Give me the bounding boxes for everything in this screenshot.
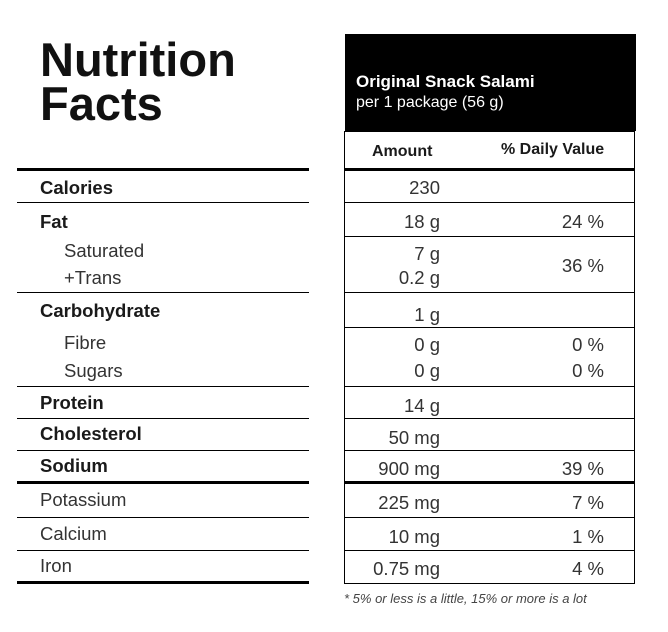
amount-trans: 0.2 g	[398, 267, 440, 288]
divider	[17, 517, 309, 518]
divider	[344, 481, 635, 484]
nutrient-label-trans: +Trans	[64, 267, 122, 288]
daily-value-iron: 4 %	[572, 558, 604, 579]
nutrient-label-sodium: Sodium	[40, 455, 108, 476]
amount-calcium: 10 mg	[388, 526, 440, 547]
amount-column-header: Amount	[372, 143, 433, 160]
nutrient-label-calcium: Calcium	[40, 523, 107, 544]
values-panel	[344, 131, 635, 584]
divider	[17, 292, 309, 293]
divider	[17, 481, 309, 484]
daily-value-column-header: % Daily Value	[501, 141, 605, 158]
product-header: Original Snack Salami per 1 package (56 …	[345, 34, 636, 131]
nutrient-label-fat: Fat	[40, 211, 68, 232]
nutrient-label-iron: Iron	[40, 555, 72, 576]
divider	[17, 202, 309, 203]
nutrient-label-carbohydrate: Carbohydrate	[40, 300, 161, 321]
product-name: Original Snack Salami	[356, 72, 535, 91]
divider	[344, 236, 635, 237]
amount-iron: 0.75 mg	[373, 558, 440, 579]
divider	[344, 168, 635, 171]
divider	[17, 450, 309, 451]
amount-potassium: 225 mg	[378, 492, 440, 513]
nutrient-label-sugars: Sugars	[64, 360, 123, 381]
daily-value-sodium: 39 %	[561, 458, 604, 479]
amount-saturated: 7 g	[414, 243, 440, 264]
title-line-2: Facts	[40, 77, 163, 130]
daily-value-calcium: 1 %	[572, 526, 604, 547]
nutrient-label-saturated: Saturated	[64, 240, 145, 261]
amount-fat: 18 g	[403, 211, 440, 232]
divider	[344, 517, 635, 518]
divider	[17, 168, 309, 171]
divider	[344, 327, 635, 328]
nutrient-label-cholesterol: Cholesterol	[40, 423, 142, 444]
divider	[344, 418, 635, 419]
divider	[344, 386, 635, 387]
divider	[17, 581, 309, 584]
amount-cholesterol: 50 mg	[388, 427, 440, 448]
nutrient-label-calories: Calories	[40, 177, 114, 198]
nutrient-label-protein: Protein	[40, 392, 104, 413]
divider	[344, 292, 635, 293]
serving-size: per 1 package (56 g)	[356, 94, 504, 111]
daily-value-saturated-trans: 36 %	[561, 255, 604, 276]
amount-calories: 230	[409, 177, 440, 198]
divider	[17, 418, 309, 419]
page-title: Nutrition Facts	[40, 33, 236, 130]
divider	[344, 550, 635, 551]
daily-value-fibre: 0 %	[572, 334, 604, 355]
footnote: * 5% or less is a little, 15% or more is…	[344, 591, 587, 606]
amount-fibre: 0 g	[414, 334, 440, 355]
nutrient-label-fibre: Fibre	[64, 332, 107, 353]
daily-value-sugars: 0 %	[572, 360, 604, 381]
daily-value-fat: 24 %	[561, 211, 604, 232]
nutrient-label-potassium: Potassium	[40, 489, 127, 510]
daily-value-potassium: 7 %	[572, 492, 604, 513]
divider	[344, 202, 635, 203]
amount-protein: 14 g	[403, 395, 440, 416]
divider	[344, 450, 635, 451]
amount-sugars: 0 g	[414, 360, 440, 381]
divider	[17, 386, 309, 387]
amount-sodium: 900 mg	[378, 458, 440, 479]
amount-carbohydrate: 1 g	[414, 304, 440, 325]
title-line-1: Nutrition	[40, 33, 236, 86]
divider	[17, 550, 309, 551]
